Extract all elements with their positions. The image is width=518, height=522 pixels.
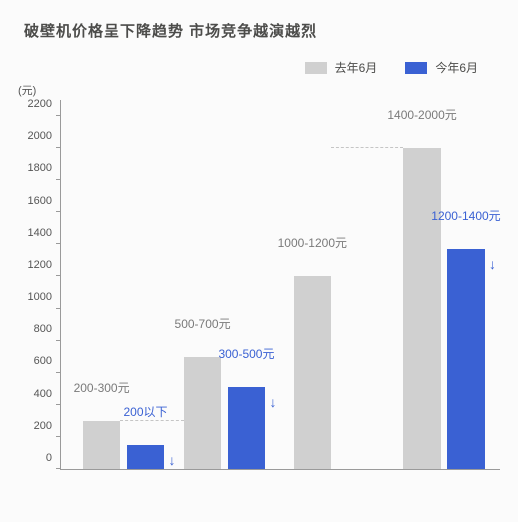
chart-title: 破壁机价格呈下降趋势 市场竞争越演越烈 [0,0,518,41]
y-tick-label: 1400 [0,227,52,239]
bar-this [447,249,484,469]
y-tick-label: 800 [0,323,52,335]
legend: 去年6月 今年6月 [0,41,518,82]
bar-this [127,445,164,469]
bar-last [184,357,221,469]
y-tick-label: 1000 [0,291,52,303]
bar-label-last: 500-700元 [175,315,231,336]
bar-last [294,276,331,469]
y-tick-label: 1200 [0,259,52,271]
legend-label-last: 去年6月 [335,59,378,76]
y-tick-label: 1800 [0,162,52,174]
bar-last [403,148,440,469]
y-tick-label: 1600 [0,195,52,207]
legend-last-year: 去年6月 [305,59,378,76]
y-tick-label: 2000 [0,130,52,142]
y-tick-label: 0 [0,452,52,464]
legend-label-this: 今年6月 [435,59,478,76]
y-tick-label: 600 [0,355,52,367]
y-axis: 0 200 400 600 800 1000 1200 1400 1600 1800 2000 220… [0,100,60,470]
bar-label-this: 1200-1400元 [431,207,500,228]
down-arrow-icon: ↓ [270,395,277,409]
bar-label-last: 1000-1200元 [278,234,347,255]
legend-swatch-last [305,62,327,74]
legend-this-year: 今年6月 [405,59,478,76]
y-tick-label: 400 [0,388,52,400]
bar-last [83,421,120,469]
plot-area: 200-300元200以下↓500-700元300-500元↓1000-1200… [60,100,500,470]
legend-swatch-this [405,62,427,74]
dash-line [120,420,184,421]
y-tick-label: 2200 [0,98,52,110]
bar-this [228,387,265,469]
dash-line [331,147,403,148]
y-axis-unit: (元) [18,82,36,98]
y-tick-label: 200 [0,420,52,432]
bar-label-this: 300-500元 [218,345,274,366]
chart: (元) 0 200 400 600 800 1000 1200 1400 1600 1800 200… [0,82,508,482]
down-arrow-icon: ↓ [169,453,176,467]
bar-label-last: 200-300元 [74,379,130,400]
down-arrow-icon: ↓ [489,257,496,271]
bar-label-last: 1400-2000元 [387,106,456,127]
